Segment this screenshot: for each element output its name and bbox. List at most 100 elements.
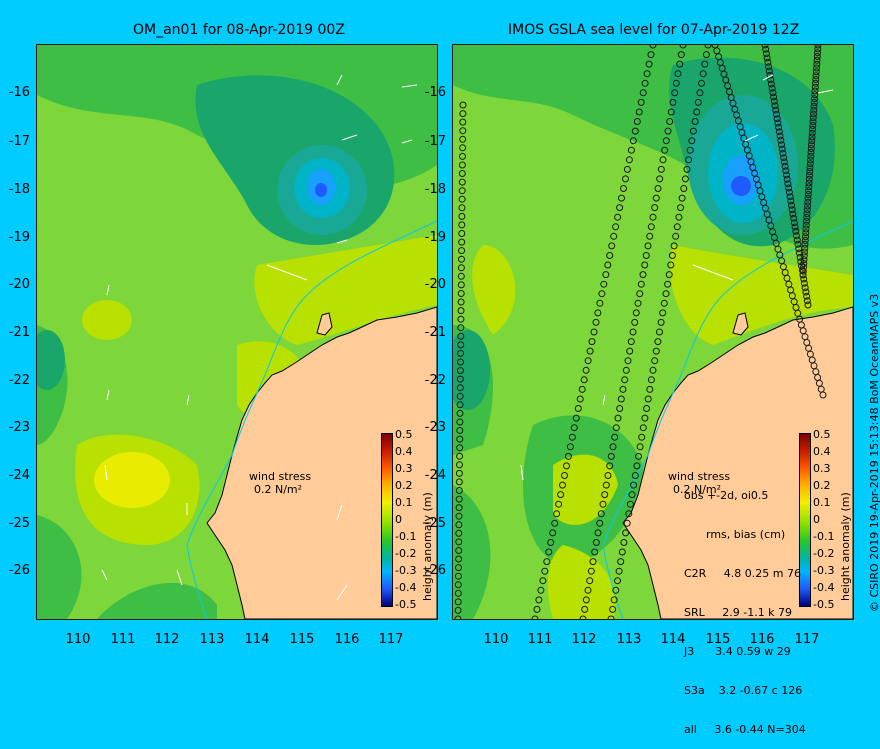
altimeter-obs-marker [576, 395, 584, 403]
altimeter-obs-marker [810, 110, 817, 118]
altimeter-obs-marker [812, 72, 820, 80]
altimeter-obs-marker [662, 137, 670, 145]
altimeter-obs-marker [620, 185, 627, 192]
altimeter-obs-marker [667, 108, 675, 116]
altimeter-obs-marker [685, 156, 693, 164]
altimeter-obs-marker [810, 102, 818, 110]
colorbar-gradient [799, 433, 811, 607]
obs-row: S3a 3.2 -0.67 c 126 [684, 684, 803, 697]
altimeter-obs-marker [761, 45, 769, 49]
altimeter-obs-marker [642, 252, 650, 259]
colorbar-label: -0.2 [395, 547, 417, 560]
lat-label: -18 [424, 182, 446, 197]
colorbar-title: height anomaly (m) [421, 492, 434, 601]
altimeter-obs-marker [578, 385, 586, 393]
altimeter-obs-marker [455, 538, 463, 546]
altimeter-obs-marker [696, 89, 704, 97]
altimeter-obs-marker [801, 284, 809, 292]
lat-label: -21 [424, 325, 446, 340]
altimeter-obs-marker [673, 223, 681, 231]
lon-label: 111 [110, 632, 136, 647]
obs-row: all 3.6 -0.44 N=304 [684, 723, 806, 736]
altimeter-obs-marker [808, 137, 816, 145]
lat-label: -22 [8, 373, 30, 388]
altimeter-obs-marker [456, 367, 464, 375]
altimeter-obs-marker [616, 405, 624, 412]
lon-label: 115 [289, 632, 315, 647]
altimeter-obs-marker [614, 414, 622, 422]
altimeter-obs-marker [456, 392, 464, 400]
altimeter-obs-marker [457, 298, 465, 306]
altimeter-obs-marker [799, 271, 807, 279]
lat-label: -23 [8, 420, 30, 435]
altimeter-obs-marker [641, 261, 649, 269]
altimeter-obs-marker [531, 615, 539, 619]
altimeter-obs-marker [674, 70, 682, 78]
altimeter-obs-marker [686, 146, 694, 154]
altimeter-obs-marker [601, 491, 609, 499]
altimeter-obs-marker [604, 261, 612, 269]
altimeter-obs-marker [802, 288, 810, 296]
altimeter-obs-marker [792, 227, 800, 235]
altimeter-obs-marker [813, 60, 821, 68]
altimeter-obs-marker [767, 80, 775, 88]
colorbar-title: height anomaly (m) [839, 492, 852, 601]
altimeter-obs-marker [805, 183, 813, 191]
altimeter-obs-marker [806, 171, 813, 179]
altimeter-obs-marker [456, 444, 464, 452]
altimeter-obs-marker [620, 539, 628, 546]
altimeter-obs-marker [596, 299, 604, 307]
altimeter-obs-marker [636, 443, 644, 451]
altimeter-obs-marker [537, 586, 545, 594]
altimeter-obs-marker [778, 145, 786, 153]
altimeter-obs-marker [456, 461, 463, 469]
altimeter-obs-marker [806, 168, 814, 175]
altimeter-obs-marker [661, 146, 669, 154]
altimeter-obs-marker [612, 586, 620, 594]
colorbar-label: 0.4 [813, 445, 831, 458]
altimeter-obs-marker [623, 519, 631, 527]
lon-label: 113 [616, 632, 642, 647]
altimeter-obs-marker [455, 521, 463, 529]
altimeter-obs-marker [588, 338, 596, 346]
altimeter-obs-marker [671, 89, 679, 97]
altimeter-obs-marker [812, 76, 820, 83]
altimeter-obs-marker [555, 500, 563, 508]
lat-label: -24 [8, 468, 30, 483]
altimeter-obs-marker [800, 252, 808, 260]
altimeter-obs-marker [805, 187, 812, 195]
altimeter-obs-marker [662, 290, 670, 298]
altimeter-obs-marker [762, 45, 770, 53]
altimeter-obs-marker [699, 70, 707, 78]
altimeter-obs-marker [667, 261, 675, 269]
altimeter-obs-marker [455, 555, 463, 563]
altimeter-obs-marker [641, 79, 649, 87]
altimeter-obs-marker [647, 376, 655, 384]
altimeter-obs-marker [786, 193, 794, 201]
altimeter-obs-marker [803, 210, 811, 218]
lon-label: 110 [483, 632, 509, 647]
altimeter-obs-marker [814, 45, 822, 53]
altimeter-obs-marker [533, 605, 541, 613]
altimeter-obs-marker [803, 214, 811, 221]
altimeter-obs-marker [644, 242, 652, 250]
lat-label: -20 [424, 277, 446, 292]
altimeter-obs-marker [694, 98, 702, 106]
altimeter-obs-marker [612, 424, 620, 432]
altimeter-obs-marker [799, 267, 807, 275]
obs-row: C2R 4.8 0.25 m 76 [684, 567, 801, 580]
lon-label: 115 [705, 632, 731, 647]
altimeter-obs-marker [793, 232, 800, 240]
altimeter-obs-marker [457, 324, 465, 332]
colorbar-label: 0.4 [395, 445, 413, 458]
altimeter-obs-marker [780, 158, 788, 166]
altimeter-obs-marker [814, 49, 821, 57]
altimeter-obs-marker [581, 605, 589, 613]
altimeter-obs-marker [702, 51, 710, 59]
colorbar-label: -0.5 [395, 598, 417, 611]
altimeter-obs-marker [698, 79, 705, 87]
altimeter-obs-marker [669, 98, 677, 106]
colorbar-gradient [381, 433, 393, 607]
altimeter-obs-marker [644, 395, 652, 403]
altimeter-obs-marker [587, 567, 595, 575]
